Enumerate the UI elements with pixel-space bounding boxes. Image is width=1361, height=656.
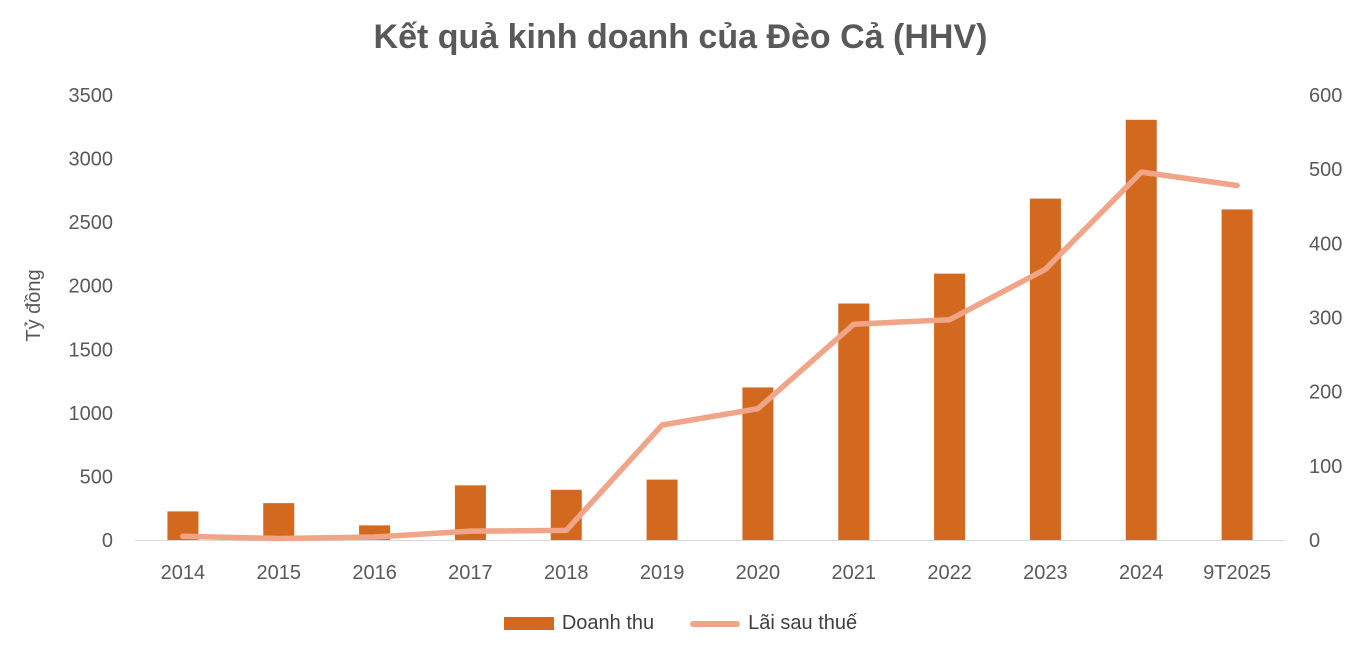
- y2-tick-label: 100: [1309, 456, 1342, 478]
- legend-swatch-profit: [690, 620, 741, 627]
- bar-revenue: [263, 503, 295, 540]
- x-tick-label: 2021: [832, 562, 877, 584]
- y-tick-label: 2000: [69, 276, 114, 298]
- line-profit: [180, 169, 1240, 542]
- x-tick-label: 2017: [448, 562, 493, 584]
- legend-item-revenue: Doanh thu: [503, 612, 655, 635]
- y-tick-label: 0: [102, 530, 113, 552]
- x-tick-label: 2019: [640, 562, 685, 584]
- bar-revenue: [1221, 209, 1253, 540]
- y-tick-label: 2500: [69, 212, 114, 234]
- x-tick-label: 2020: [736, 562, 781, 584]
- y2-tick-label: 500: [1309, 159, 1342, 181]
- bar-revenue: [1125, 119, 1157, 541]
- x-tick-label: 2014: [161, 562, 206, 584]
- x-tick-label: 2022: [927, 562, 972, 584]
- y-tick-label: 1000: [69, 403, 114, 425]
- x-tick-label: 9T2025: [1203, 562, 1271, 584]
- x-tick-label: 2018: [544, 562, 589, 584]
- y-tick-label: 500: [80, 466, 113, 488]
- y-tick-label: 3500: [69, 85, 114, 107]
- x-tick-label: 2016: [352, 562, 397, 584]
- y-tick-label: 1500: [69, 339, 114, 361]
- x-tick-label: 2024: [1119, 562, 1164, 584]
- x-tick-label: 2023: [1023, 562, 1068, 584]
- bar-revenue: [1029, 198, 1061, 540]
- y2-tick-label: 300: [1309, 308, 1342, 330]
- bar-revenue: [838, 303, 870, 540]
- x-tick-label: 2015: [257, 562, 302, 584]
- legend-swatch-revenue: [503, 617, 554, 630]
- legend-label-profit: Lãi sau thuế: [748, 612, 858, 634]
- chart-title: Kết quả kinh doanh của Đèo Cả (HHV): [373, 18, 988, 56]
- y-axis-label: Tỷ đồng: [23, 269, 45, 341]
- y2-tick-label: 600: [1309, 85, 1342, 107]
- legend: Doanh thu Lãi sau thuế: [0, 612, 1361, 635]
- y2-tick-label: 200: [1309, 382, 1342, 404]
- legend-item-profit: Lãi sau thuế: [690, 612, 857, 635]
- y-tick-label: 3000: [69, 149, 114, 171]
- y2-tick-label: 0: [1309, 530, 1320, 552]
- y2-tick-label: 400: [1309, 233, 1342, 255]
- legend-label-revenue: Doanh thu: [561, 612, 655, 634]
- bar-revenue: [646, 479, 678, 540]
